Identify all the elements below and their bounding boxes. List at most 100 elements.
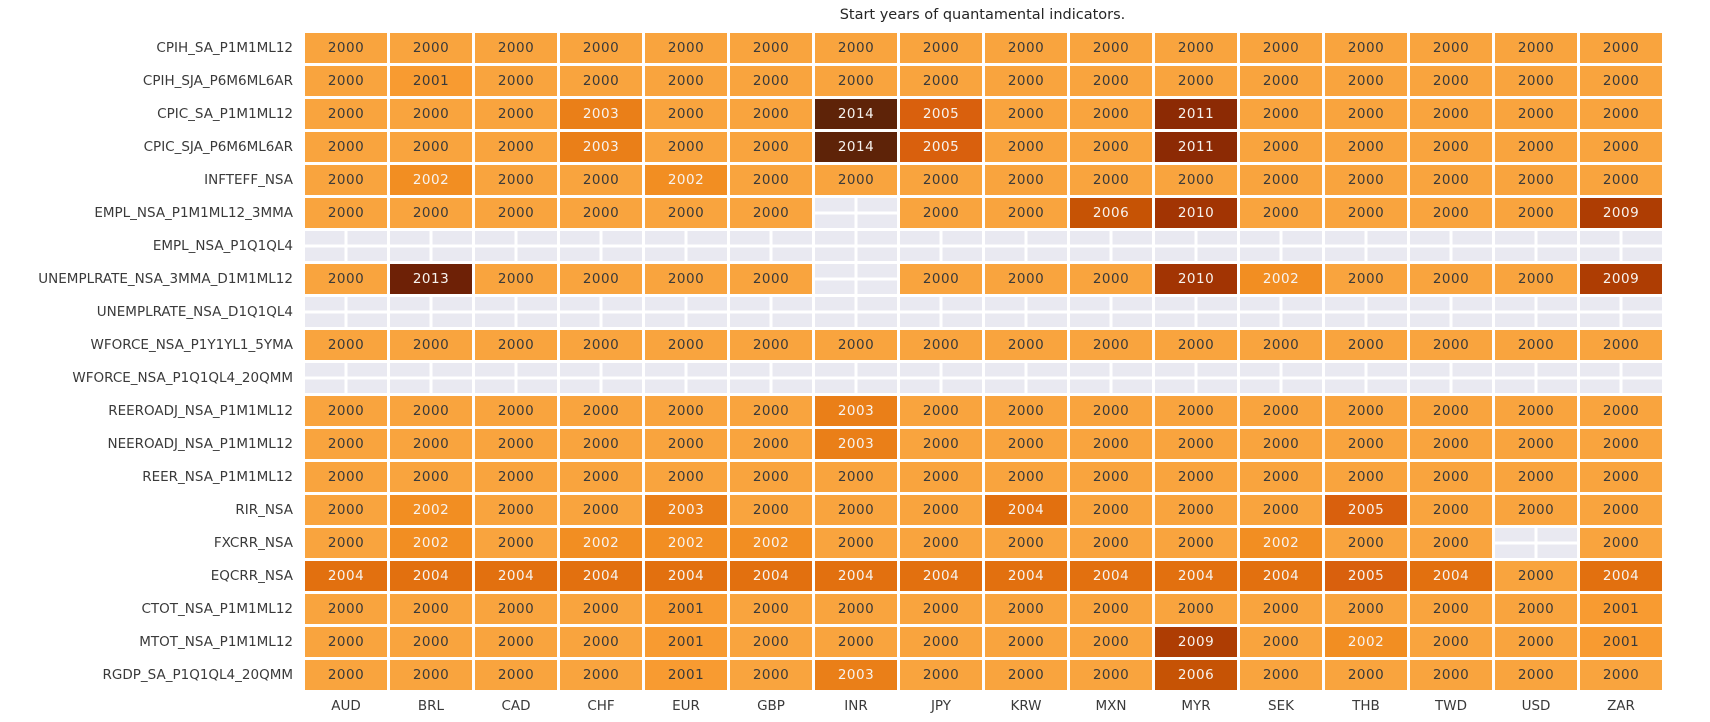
heatmap-cell: 2000 — [1580, 132, 1662, 162]
heatmap-cell: 2002 — [1240, 264, 1322, 294]
heatmap-cell: 2000 — [390, 132, 472, 162]
heatmap-cell: 2000 — [560, 429, 642, 459]
heatmap-cell: 2000 — [900, 165, 982, 195]
heatmap-cell: 2000 — [475, 495, 557, 525]
heatmap-cell: 2000 — [1240, 99, 1322, 129]
heatmap-cell-empty — [305, 231, 387, 261]
x-axis-label: USD — [1521, 698, 1551, 714]
heatmap-cell-empty — [1155, 297, 1237, 327]
x-axis-label: MYR — [1181, 698, 1211, 714]
heatmap-cell: 2000 — [1495, 495, 1577, 525]
heatmap-cell-empty — [645, 297, 727, 327]
heatmap-cell: 2000 — [1495, 330, 1577, 360]
heatmap-cell: 2005 — [1325, 561, 1407, 591]
heatmap-cell: 2000 — [985, 429, 1067, 459]
x-axis-label: AUD — [331, 698, 361, 714]
heatmap-cell: 2000 — [730, 66, 812, 96]
heatmap-cell-empty — [1155, 363, 1237, 393]
heatmap-cell: 2000 — [1495, 660, 1577, 690]
heatmap-cell: 2000 — [1240, 462, 1322, 492]
heatmap-cell: 2000 — [1070, 330, 1152, 360]
heatmap-cell: 2000 — [815, 627, 897, 657]
heatmap-cell-empty — [1495, 528, 1577, 558]
heatmap-cell: 2000 — [475, 594, 557, 624]
heatmap-cell: 2002 — [645, 528, 727, 558]
heatmap-cell: 2000 — [1495, 462, 1577, 492]
heatmap-cell: 2000 — [1070, 660, 1152, 690]
heatmap-cell: 2000 — [560, 594, 642, 624]
heatmap-cell: 2003 — [815, 660, 897, 690]
heatmap-cell: 2000 — [1410, 264, 1492, 294]
heatmap-cell: 2000 — [815, 462, 897, 492]
heatmap-cell: 2000 — [730, 165, 812, 195]
heatmap-cell: 2000 — [900, 528, 982, 558]
heatmap-cell: 2000 — [1240, 495, 1322, 525]
row-label: REEROADJ_NSA_P1M1ML12 — [108, 403, 293, 419]
x-axis-label: KRW — [1010, 698, 1042, 714]
heatmap-cell: 2000 — [1240, 594, 1322, 624]
x-axis-label: JPY — [930, 698, 952, 714]
heatmap-cell-empty — [815, 231, 897, 261]
heatmap-cell: 2011 — [1155, 132, 1237, 162]
heatmap-cell-empty — [1070, 363, 1152, 393]
heatmap-cell: 2000 — [730, 594, 812, 624]
heatmap-cell: 2000 — [985, 264, 1067, 294]
heatmap-cell: 2000 — [900, 330, 982, 360]
heatmap-cell-empty — [730, 231, 812, 261]
heatmap-cell-empty — [985, 297, 1067, 327]
heatmap-cell: 2000 — [1070, 462, 1152, 492]
heatmap-cell: 2003 — [560, 99, 642, 129]
heatmap-cell: 2000 — [985, 33, 1067, 63]
heatmap-cell: 2000 — [645, 99, 727, 129]
x-axis-label: ZAR — [1607, 698, 1635, 714]
heatmap-cell: 2000 — [1240, 396, 1322, 426]
row-label: NEEROADJ_NSA_P1M1ML12 — [107, 436, 293, 452]
row-label: FXCRR_NSA — [213, 535, 293, 551]
heatmap-cell: 2000 — [900, 264, 982, 294]
heatmap-cell: 2004 — [475, 561, 557, 591]
heatmap-cell: 2000 — [645, 132, 727, 162]
heatmap-cell: 2000 — [730, 396, 812, 426]
heatmap-cell: 2011 — [1155, 99, 1237, 129]
heatmap-cell: 2000 — [1240, 429, 1322, 459]
heatmap-cell: 2000 — [900, 495, 982, 525]
heatmap-cell: 2000 — [475, 660, 557, 690]
heatmap-cell: 2000 — [730, 330, 812, 360]
x-axis-label: TWD — [1435, 698, 1467, 714]
heatmap-cell-empty — [560, 297, 642, 327]
heatmap-cell: 2001 — [390, 66, 472, 96]
row-label: CPIC_SJA_P6M6ML6AR — [143, 139, 293, 155]
heatmap-cell: 2000 — [390, 429, 472, 459]
heatmap-cell: 2000 — [1155, 33, 1237, 63]
heatmap-cell-empty — [985, 363, 1067, 393]
heatmap-cell: 2000 — [900, 462, 982, 492]
heatmap-cell: 2000 — [1410, 660, 1492, 690]
heatmap-cell: 2000 — [815, 33, 897, 63]
heatmap-cell-empty — [1495, 297, 1577, 327]
heatmap-cell: 2014 — [815, 99, 897, 129]
heatmap-cell: 2000 — [305, 594, 387, 624]
heatmap-cell: 2000 — [900, 396, 982, 426]
heatmap-cell: 2009 — [1580, 198, 1662, 228]
heatmap-cell: 2000 — [645, 396, 727, 426]
heatmap-cell: 2000 — [900, 66, 982, 96]
heatmap-cell: 2004 — [1410, 561, 1492, 591]
heatmap-cell: 2004 — [1070, 561, 1152, 591]
heatmap-cell: 2002 — [390, 495, 472, 525]
heatmap-cell: 2004 — [815, 561, 897, 591]
x-axis-label: MXN — [1095, 698, 1127, 714]
heatmap-cell: 2003 — [560, 132, 642, 162]
heatmap-cell: 2000 — [1325, 429, 1407, 459]
x-axis-label: CAD — [501, 698, 531, 714]
heatmap-cell: 2001 — [1580, 594, 1662, 624]
heatmap-cell: 2000 — [560, 627, 642, 657]
heatmap-cell: 2000 — [985, 165, 1067, 195]
heatmap-cell: 2000 — [730, 264, 812, 294]
heatmap-cell: 2000 — [1155, 165, 1237, 195]
heatmap-cell-empty — [985, 231, 1067, 261]
heatmap-cell: 2000 — [1495, 396, 1577, 426]
heatmap-cell: 2002 — [560, 528, 642, 558]
heatmap-cell: 2000 — [1495, 33, 1577, 63]
heatmap-cell: 2009 — [1580, 264, 1662, 294]
heatmap-cell: 2000 — [815, 594, 897, 624]
